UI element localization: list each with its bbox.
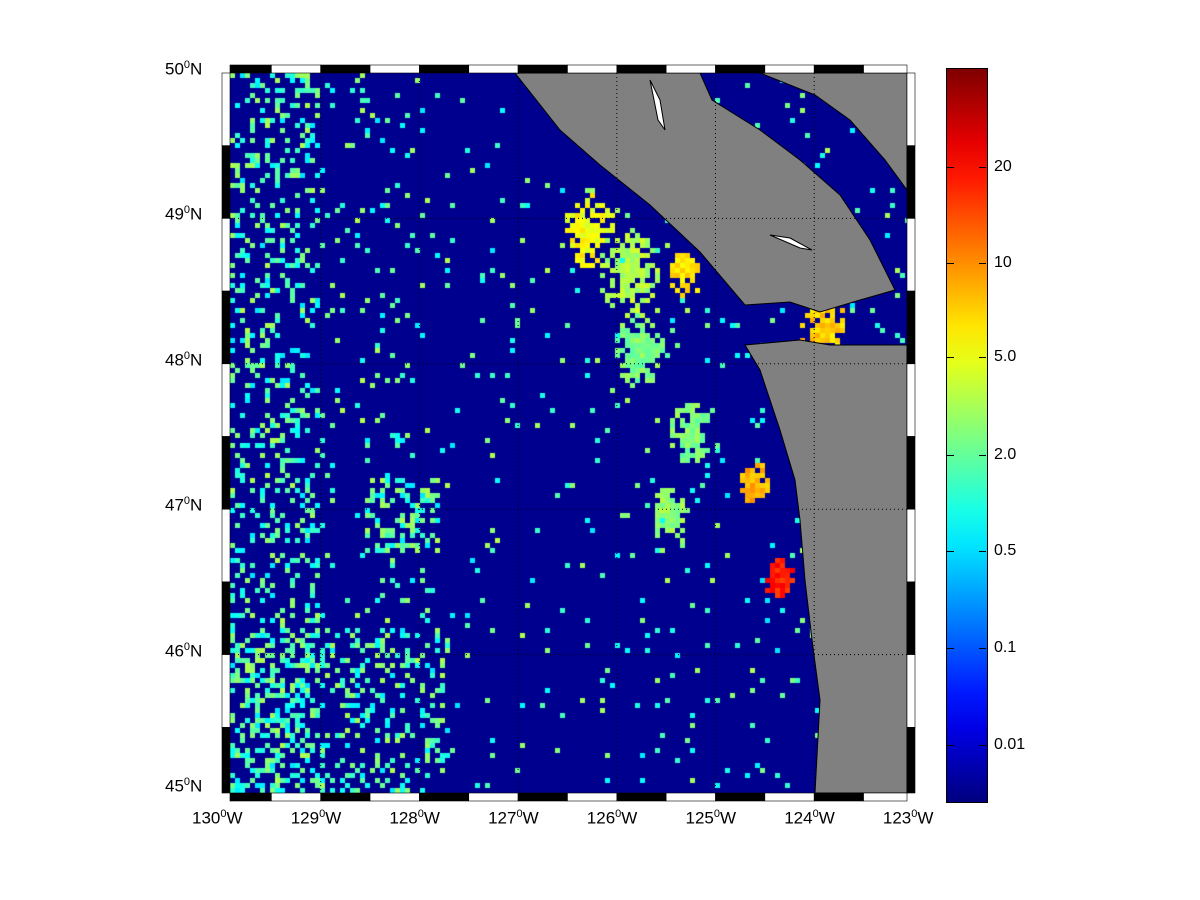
colorbar-tick bbox=[947, 357, 954, 358]
frame-segment bbox=[221, 726, 231, 794]
frame-segment bbox=[863, 792, 908, 802]
colorbar-tick bbox=[979, 167, 986, 168]
colorbar-tick bbox=[979, 455, 986, 456]
frame-segment bbox=[906, 290, 916, 365]
frame-segment bbox=[906, 508, 916, 583]
colorbar bbox=[946, 68, 988, 803]
frame-segment bbox=[221, 363, 231, 437]
lon-tick-label: 1280W bbox=[389, 808, 440, 828]
lon-tick-label: 1290W bbox=[290, 808, 342, 828]
lake bbox=[769, 234, 813, 251]
colorbar-tick bbox=[979, 648, 986, 649]
colorbar-tick-label: 10 bbox=[994, 254, 1012, 271]
frame-segment bbox=[906, 218, 916, 292]
lat-tick-label: 500N bbox=[165, 59, 203, 79]
lat-tick-label: 490N bbox=[165, 204, 203, 225]
colorbar-tick bbox=[979, 263, 986, 264]
colorbar-tick bbox=[947, 167, 954, 168]
colorbar-tick bbox=[947, 263, 954, 264]
frame-segment bbox=[616, 64, 667, 74]
frame-segment bbox=[221, 290, 231, 365]
frame-segment bbox=[271, 792, 322, 802]
frame-segment bbox=[813, 792, 864, 802]
colorbar-tick bbox=[947, 648, 954, 649]
frame-segment bbox=[221, 581, 231, 655]
colorbar-tick bbox=[947, 551, 954, 552]
frame-segment bbox=[271, 64, 322, 74]
colorbar-tick bbox=[979, 551, 986, 552]
colorbar-tick bbox=[979, 357, 986, 358]
frame-segment bbox=[468, 64, 519, 74]
colorbar-tick bbox=[979, 745, 986, 746]
colorbar-tick-label: 0.1 bbox=[994, 639, 1017, 656]
frame-segment bbox=[517, 64, 568, 74]
lat-tick-label: 470N bbox=[165, 495, 203, 515]
frame-segment bbox=[665, 792, 716, 802]
land-washington-oregon bbox=[744, 339, 908, 794]
colorbar-tick-label: 0.01 bbox=[994, 736, 1026, 753]
frame-segment bbox=[764, 64, 815, 74]
colorbar-tick bbox=[947, 745, 954, 746]
frame-segment bbox=[567, 64, 618, 74]
colorbar-tick-label: 2.0 bbox=[994, 446, 1017, 463]
frame-segment bbox=[221, 654, 231, 728]
colorbar-tick-label: 0.5 bbox=[994, 542, 1017, 559]
lon-tick-label: 1230W bbox=[882, 808, 934, 828]
frame-segment bbox=[221, 508, 231, 583]
frame-segment bbox=[221, 436, 231, 510]
land-vancouver-island bbox=[513, 72, 896, 313]
frame-segment bbox=[221, 72, 231, 146]
frame-segment bbox=[419, 64, 470, 74]
frame-segment bbox=[715, 792, 766, 802]
frame-segment bbox=[468, 792, 519, 802]
frame-segment bbox=[419, 792, 470, 802]
lat-tick-label: 450N bbox=[165, 776, 203, 796]
colorbar-tick-label: 5.0 bbox=[994, 348, 1017, 365]
map-frame bbox=[221, 64, 916, 802]
lat-tick-label: 480N bbox=[165, 349, 203, 370]
lon-tick-label: 1260W bbox=[586, 808, 638, 828]
frame-segment bbox=[906, 363, 916, 437]
frame-segment bbox=[567, 792, 618, 802]
frame-segment bbox=[616, 792, 667, 802]
lon-tick-label: 1250W bbox=[685, 808, 737, 828]
frame-segment bbox=[863, 64, 908, 74]
frame-segment bbox=[320, 64, 371, 74]
lon-tick-label: 1300W bbox=[192, 808, 243, 828]
frame-segment bbox=[764, 792, 815, 802]
lat-tick-label: 460N bbox=[165, 640, 203, 661]
frame-segment bbox=[715, 64, 766, 74]
gridlines bbox=[230, 73, 907, 793]
colorbar-tick bbox=[947, 455, 954, 456]
frame-segment bbox=[906, 581, 916, 655]
frame-segment bbox=[906, 436, 916, 510]
frame-segment bbox=[517, 792, 568, 802]
frame-segment bbox=[229, 792, 272, 802]
frame-segment bbox=[813, 64, 864, 74]
lon-tick-label: 1240W bbox=[784, 808, 835, 828]
frame-segment bbox=[221, 145, 231, 219]
frame-segment bbox=[320, 792, 371, 802]
lon-tick-label: 1270W bbox=[488, 808, 539, 828]
colorbar-tick-label: 20 bbox=[994, 158, 1012, 175]
land-island-small bbox=[649, 79, 666, 131]
frame-segment bbox=[906, 145, 916, 219]
frame-segment bbox=[229, 64, 272, 74]
frame-segment bbox=[665, 64, 716, 74]
frame-segment bbox=[906, 726, 916, 794]
frame-segment bbox=[221, 218, 231, 292]
frame-segment bbox=[906, 72, 916, 146]
frame-segment bbox=[906, 654, 916, 728]
frame-segment bbox=[369, 64, 420, 74]
frame-segment bbox=[369, 792, 420, 802]
